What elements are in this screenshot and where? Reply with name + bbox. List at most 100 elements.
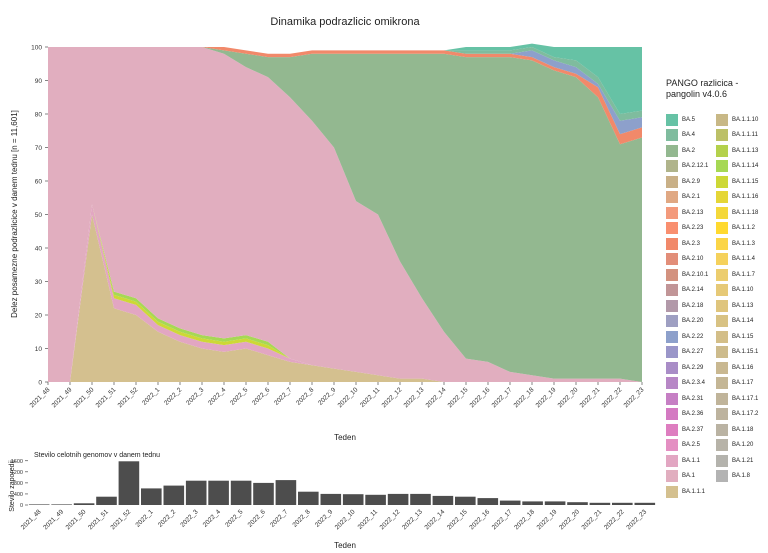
legend-item: BA.1.8 [716,469,768,485]
bar-2021_49 [51,504,72,505]
bar-y-tick-label: 1200 [11,470,23,476]
legend-swatch [716,222,728,235]
legend-label: BA.1.1.1 [682,488,706,495]
area-x-tick-label: 2022_4 [207,386,228,407]
legend-label: BA.1.15 [732,333,754,340]
legend-swatch [716,423,728,436]
legend-label: BA.1.1.3 [732,240,756,247]
legend-label: BA.1.1.10 [732,116,759,123]
bar-x-tick-label: 2021_49 [42,508,65,531]
area-x-tick-label: 2022_6 [251,386,272,407]
legend-swatch [716,268,728,281]
legend-item: BA.1.17.1 [716,391,768,407]
legend-column-left: BA.5 BA.4 BA.2 BA.2.12.1 BA.2.9 BA.2.1 BA.2.13… [666,112,718,500]
legend-swatch [666,346,678,359]
legend-swatch [666,485,678,498]
legend-label: BA.2.9 [682,178,701,185]
legend-item: BA.1.18 [716,422,768,438]
legend-item: BA.1.1.7 [716,267,768,283]
legend-item: BA.1.1.1 [666,484,718,500]
legend-label: BA.2.3 [682,240,701,247]
legend-label: BA.1.8 [732,473,751,480]
legend-swatch [666,377,678,390]
legend-item: BA.2.13 [666,205,718,221]
bar-2022_1 [141,488,162,505]
legend-swatch [666,175,678,188]
legend-swatch [716,392,728,405]
legend-swatch [716,206,728,219]
area-x-tick-label: 2022_22 [601,386,624,409]
legend-label: BA.5 [682,116,696,123]
legend-item: BA.2.36 [666,407,718,423]
bar-2022_13 [410,493,431,505]
area-y-axis-title: Delez posamezne podrazlicice v danem ted… [10,110,19,318]
bar-x-tick-label: 2022_7 [269,508,290,529]
legend-label: BA.1.1 [682,457,701,464]
bar-x-tick-label: 2022_13 [401,508,424,531]
area-y-tick-label: 60 [35,179,43,186]
legend-label: BA.1.1.2 [732,225,756,232]
bar-2022_20 [567,502,588,505]
bar-x-tick-label: 2022_17 [491,508,514,531]
legend-swatch [666,315,678,328]
legend-item: BA.2.12.1 [666,159,718,175]
area-series-ba-1 [48,47,642,382]
legend-swatch [666,268,678,281]
legend-label: BA.1 [682,473,696,480]
legend-label: BA.2.23 [682,225,704,232]
legend-label: BA.1.17.1 [732,395,759,402]
legend-item: BA.1.1.2 [716,221,768,237]
bar-x-tick-label: 2022_2 [157,508,178,529]
bar-x-tick-label: 2022_22 [603,508,626,531]
area-x-tick-label: 2022_10 [337,386,360,409]
legend-label: BA.2.13 [682,209,704,216]
legend-swatch [666,330,678,343]
legend-label: BA.2.1 [682,194,701,201]
legend-item: BA.1.1.16 [716,190,768,206]
legend-column-right: BA.1.1.10 BA.1.1.11 BA.1.1.13 BA.1.1.14 BA.1… [716,112,768,484]
legend-item: BA.2.29 [666,360,718,376]
legend-label: BA.2.10.1 [682,271,709,278]
legend-swatch [716,346,728,359]
bar-2022_18 [522,501,543,505]
legend-swatch [716,470,728,483]
area-x-tick-label: 2021_49 [51,386,74,409]
legend-label: BA.1.16 [732,364,754,371]
legend-label: BA.1.17 [732,380,754,387]
legend-swatch [666,113,678,126]
legend-swatch [716,175,728,188]
bar-2022_23 [634,502,656,505]
legend-swatch [716,330,728,343]
legend-item: BA.1.1.14 [716,159,768,175]
legend-swatch [716,191,728,204]
legend-item: BA.1.20 [716,438,768,454]
bar-2022_17 [499,500,521,505]
legend-swatch [716,377,728,390]
bar-2022_9 [320,493,342,505]
area-x-tick-label: 2022_12 [381,386,404,409]
legend-label: BA.2.10 [682,256,704,263]
legend-swatch [716,439,728,452]
main-chart-title: Dinamika podrazlicic omikrona [270,16,420,28]
bar-x-tick-label: 2022_12 [379,508,402,531]
legend-swatch [716,299,728,312]
bar-2022_7 [275,480,297,505]
area-x-tick-label: 2022_23 [623,386,646,409]
legend-item: BA.2.14 [666,283,718,299]
area-x-tick-label: 2022_20 [557,386,580,409]
bar-x-tick-label: 2022_16 [468,508,491,531]
bar-x-tick-label: 2022_19 [536,508,559,531]
bar-2021_51 [96,496,117,505]
bar-x-tick-label: 2021_51 [87,508,110,531]
legend-item: BA.2.9 [666,174,718,190]
bar-x-tick-label: 2022_1 [134,508,155,529]
legend-label: BA.2.37 [682,426,704,433]
legend-label: BA.2.36 [682,411,704,418]
bar-2022_12 [387,493,409,505]
legend-swatch [716,454,728,467]
area-x-tick-label: 2021_51 [95,386,118,409]
area-x-tick-label: 2022_9 [317,386,338,407]
legend-item: BA.1.1.4 [716,252,768,268]
legend-item: BA.2.27 [666,345,718,361]
